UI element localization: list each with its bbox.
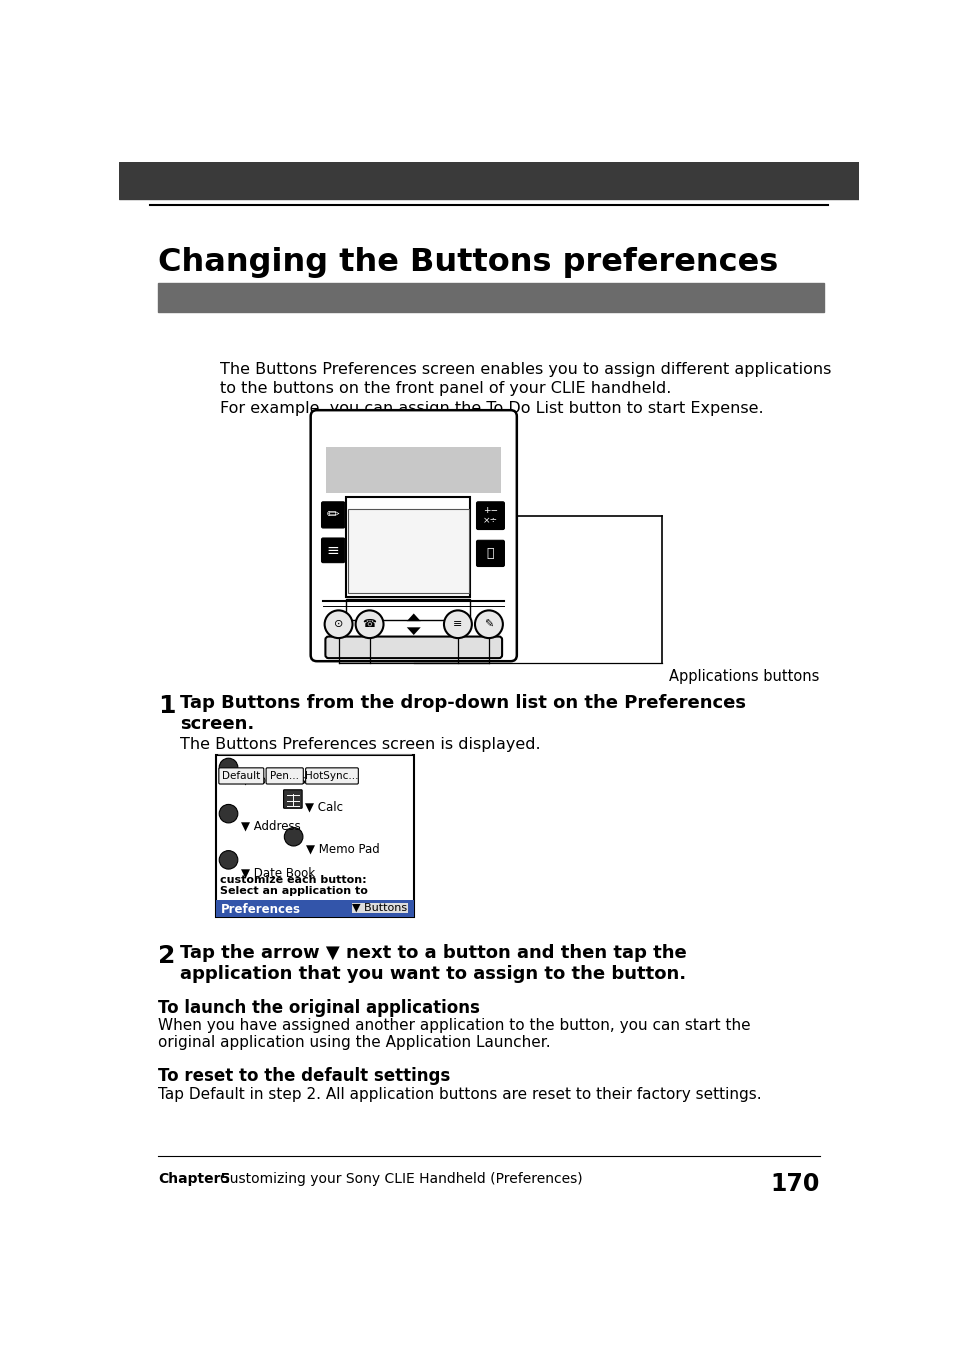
Text: original application using the Application Launcher.: original application using the Applicati…: [158, 1034, 550, 1049]
Text: screen.: screen.: [179, 715, 253, 733]
Text: When you have assigned another application to the button, you can start the: When you have assigned another applicati…: [158, 1018, 750, 1033]
Text: ▼ Date Book: ▼ Date Book: [241, 867, 314, 879]
Text: 1: 1: [158, 694, 175, 718]
Text: ☎: ☎: [362, 619, 376, 629]
FancyBboxPatch shape: [305, 768, 358, 784]
Text: ⊙: ⊙: [334, 619, 343, 629]
Text: 1: 1: [458, 614, 464, 625]
FancyBboxPatch shape: [266, 768, 303, 784]
Text: ▼ Memo Pad: ▼ Memo Pad: [306, 842, 379, 856]
Text: ≡: ≡: [327, 542, 339, 558]
Polygon shape: [406, 614, 420, 621]
Bar: [119, 162, 858, 199]
Text: 170: 170: [770, 1172, 819, 1197]
Text: To launch the original applications: To launch the original applications: [158, 999, 479, 1017]
Text: ▼ Address: ▼ Address: [241, 819, 300, 833]
Circle shape: [284, 827, 303, 846]
Polygon shape: [406, 627, 420, 635]
Bar: [216, 756, 414, 917]
FancyBboxPatch shape: [218, 768, 264, 784]
Text: Tap the arrow ▼ next to a button and then tap the: Tap the arrow ▼ next to a button and the…: [179, 944, 686, 961]
FancyBboxPatch shape: [325, 637, 501, 658]
Bar: [348, 508, 468, 594]
Circle shape: [219, 758, 237, 776]
Text: Select an application to: Select an application to: [220, 886, 368, 896]
Text: ▼ To Do List: ▼ To Do List: [241, 773, 311, 787]
Circle shape: [219, 804, 237, 823]
Text: For example, you can assign the To Do List button to start Expense.: For example, you can assign the To Do Li…: [220, 402, 762, 416]
Text: customize each button:: customize each button:: [220, 875, 366, 886]
Text: application that you want to assign to the button.: application that you want to assign to t…: [179, 965, 685, 983]
Text: Applications buttons: Applications buttons: [669, 669, 819, 684]
Text: a: a: [357, 614, 363, 625]
FancyBboxPatch shape: [321, 502, 344, 529]
Bar: [216, 900, 414, 917]
Bar: [326, 448, 500, 493]
FancyBboxPatch shape: [321, 538, 344, 562]
Circle shape: [475, 610, 502, 638]
Text: ✏: ✏: [327, 507, 339, 522]
Text: ≡: ≡: [453, 619, 462, 629]
Text: To reset to the default settings: To reset to the default settings: [158, 1067, 450, 1086]
Text: 🍃: 🍃: [486, 548, 494, 560]
FancyBboxPatch shape: [283, 790, 302, 808]
Text: to the buttons on the front panel of your CLIE handheld.: to the buttons on the front panel of you…: [220, 381, 671, 396]
FancyBboxPatch shape: [476, 541, 504, 566]
Text: Pen...: Pen...: [270, 771, 299, 781]
FancyBboxPatch shape: [311, 410, 517, 661]
Text: +−
×÷: +− ×÷: [482, 506, 497, 526]
Text: ▼ Calc: ▼ Calc: [305, 800, 343, 814]
Circle shape: [355, 610, 383, 638]
Bar: [346, 599, 470, 621]
Circle shape: [219, 850, 237, 869]
Text: Changing the Buttons preferences: Changing the Buttons preferences: [158, 247, 778, 279]
Circle shape: [324, 610, 353, 638]
Text: Customizing your Sony CLIE Handheld (Preferences): Customizing your Sony CLIE Handheld (Pre…: [220, 1172, 582, 1187]
Text: The Buttons Preferences screen is displayed.: The Buttons Preferences screen is displa…: [179, 737, 539, 752]
Text: Preferences: Preferences: [220, 903, 300, 917]
FancyBboxPatch shape: [476, 502, 504, 530]
Text: HotSync...: HotSync...: [305, 771, 358, 781]
Circle shape: [443, 610, 472, 638]
Bar: [158, 283, 823, 312]
Text: Chapter5: Chapter5: [158, 1172, 230, 1187]
Text: The Buttons Preferences screen enables you to assign different applications: The Buttons Preferences screen enables y…: [220, 362, 830, 377]
Text: Tap Default in step 2. All application buttons are reset to their factory settin: Tap Default in step 2. All application b…: [158, 1087, 760, 1102]
Text: Assigning applications to buttons: Assigning applications to buttons: [167, 316, 536, 337]
Text: Tap Buttons from the drop-down list on the Preferences: Tap Buttons from the drop-down list on t…: [179, 694, 745, 711]
Text: Default: Default: [222, 771, 260, 781]
Text: 2: 2: [158, 944, 175, 968]
Text: ▼ Buttons: ▼ Buttons: [352, 903, 407, 913]
Text: ✎: ✎: [484, 619, 493, 629]
Bar: [346, 498, 470, 598]
